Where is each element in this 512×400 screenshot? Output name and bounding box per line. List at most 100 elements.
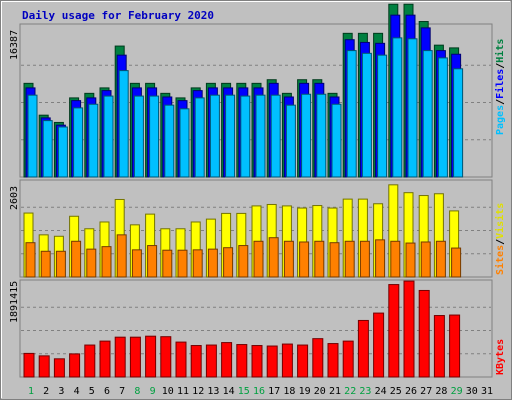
bar-sites-day-1 — [25, 242, 36, 278]
bar-kbytes-day-8 — [129, 336, 141, 378]
day-label: 24 — [375, 386, 387, 397]
bar-sites-day-7 — [116, 234, 127, 278]
bar-kbytes-day-18 — [281, 343, 293, 378]
day-label: 20 — [314, 386, 326, 397]
day-label: 8 — [134, 386, 140, 397]
bar-sites-day-4 — [71, 240, 82, 278]
bar-kbytes-day-19 — [297, 344, 309, 378]
bar-sites-day-21 — [329, 242, 340, 278]
bar-sites-day-26 — [405, 242, 416, 278]
bar-sites-day-27 — [420, 241, 431, 278]
bar-sites-day-28 — [435, 240, 446, 278]
bar-sites-day-8 — [131, 249, 142, 278]
bar-pages-day-29 — [453, 68, 464, 178]
chart-title: Daily usage for February 2020 — [22, 9, 214, 22]
bar-pages-day-15 — [240, 95, 251, 178]
day-label: 10 — [162, 386, 174, 397]
legend-sep-1: / — [495, 99, 506, 105]
panel3-legend: KBytes — [495, 339, 506, 375]
bar-sites-day-5 — [86, 248, 97, 278]
bar-pages-day-8 — [133, 95, 144, 178]
bar-sites-day-3 — [55, 250, 66, 278]
bar-sites-day-23 — [359, 240, 370, 278]
bar-pages-day-16 — [255, 94, 266, 178]
bar-kbytes-day-15 — [236, 344, 248, 378]
bar-kbytes-day-23 — [357, 319, 369, 378]
bar-kbytes-day-7 — [114, 336, 126, 378]
bar-kbytes-day-29 — [449, 314, 461, 378]
bar-kbytes-day-13 — [205, 344, 217, 378]
bar-pages-day-1 — [27, 94, 38, 178]
bar-sites-day-19 — [299, 241, 310, 278]
day-label: 19 — [299, 386, 311, 397]
day-label: 25 — [390, 386, 402, 397]
bar-sites-day-13 — [207, 248, 218, 278]
bar-pages-day-27 — [422, 50, 433, 178]
bar-kbytes-day-16 — [251, 345, 263, 378]
bar-kbytes-day-17 — [266, 345, 278, 378]
day-label: 21 — [329, 386, 341, 397]
day-label: 7 — [119, 386, 125, 397]
panel3-ymax-label: 1891415 — [9, 281, 20, 323]
day-label: 4 — [74, 386, 80, 397]
bar-sites-day-25 — [390, 240, 401, 278]
day-label: 9 — [150, 386, 156, 397]
bar-kbytes-day-4 — [69, 353, 81, 378]
bar-sites-day-10 — [162, 249, 173, 278]
day-label: 27 — [420, 386, 432, 397]
bar-pages-day-20 — [316, 93, 327, 178]
day-label: 26 — [405, 386, 417, 397]
legend-visits: Visits — [494, 203, 506, 239]
day-label: 15 — [238, 386, 250, 397]
bar-kbytes-day-22 — [342, 340, 354, 378]
bar-kbytes-day-12 — [190, 345, 202, 378]
bar-pages-day-19 — [301, 93, 312, 178]
day-label: 2 — [43, 386, 49, 397]
day-label: 17 — [268, 386, 280, 397]
legend-kbytes: KBytes — [495, 339, 506, 375]
day-axis: 1 2 3 4 5 6 7 8 9 10 11 12 13 14 15 16 17 18 19 20 21 22 23 24 2… — [28, 386, 493, 397]
bar-pages-day-24 — [377, 54, 388, 178]
day-label: 18 — [283, 386, 295, 397]
day-label: 22 — [344, 386, 356, 397]
bar-pages-day-26 — [407, 38, 418, 178]
bar-sites-day-24 — [375, 239, 386, 278]
bar-kbytes-day-21 — [327, 343, 339, 378]
bar-pages-day-5 — [88, 103, 99, 178]
bar-kbytes-day-11 — [175, 341, 187, 378]
bar-kbytes-day-26 — [403, 280, 415, 378]
bar-sites-day-15 — [238, 245, 249, 278]
bar-sites-day-12 — [192, 249, 203, 278]
bar-kbytes-day-3 — [53, 358, 65, 378]
bar-kbytes-day-1 — [23, 352, 35, 378]
bar-kbytes-day-24 — [373, 312, 385, 378]
day-label: 31 — [481, 386, 493, 397]
bar-pages-day-21 — [331, 103, 342, 178]
bar-kbytes-day-20 — [312, 338, 324, 378]
bar-pages-day-28 — [437, 57, 448, 178]
day-label: 5 — [89, 386, 95, 397]
bar-kbytes-day-10 — [160, 336, 172, 378]
bar-kbytes-day-25 — [388, 284, 400, 378]
day-label: 13 — [207, 386, 219, 397]
bar-sites-day-22 — [344, 240, 355, 278]
bar-pages-day-17 — [270, 94, 281, 178]
bar-sites-day-18 — [283, 240, 294, 278]
bar-pages-day-13 — [209, 94, 220, 178]
panel2-ymax-label: 2603 — [9, 186, 20, 210]
bar-pages-day-2 — [42, 120, 53, 178]
bar-sites-day-6 — [101, 246, 112, 278]
panel1-legend: Pages/Files/Hits — [494, 39, 506, 135]
bar-pages-day-23 — [361, 52, 372, 178]
bar-pages-day-10 — [164, 104, 175, 178]
bar-sites-day-14 — [223, 247, 234, 278]
bar-kbytes-day-14 — [221, 342, 233, 378]
day-label: 12 — [192, 386, 204, 397]
legend-files: Files — [494, 69, 506, 99]
bar-pages-day-22 — [346, 50, 357, 178]
panel1-ymax-label: 16387 — [9, 30, 20, 60]
bar-pages-day-6 — [103, 95, 114, 178]
bars — [23, 3, 464, 378]
bar-sites-day-17 — [268, 237, 279, 278]
